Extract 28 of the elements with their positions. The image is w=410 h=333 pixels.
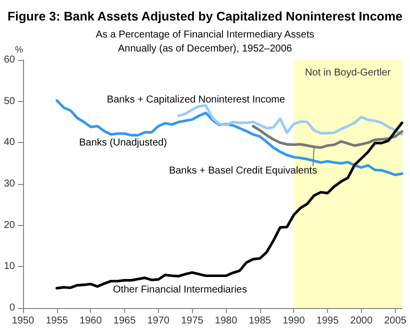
y-tick-label: 60 — [4, 54, 16, 66]
x-tick-label: 1970 — [147, 316, 170, 326]
band-label: Not in Boyd-Gertler — [305, 68, 392, 78]
legend-label: Banks + Basel Credit Equivalents — [168, 166, 318, 176]
x-tick-label: 1995 — [316, 316, 340, 326]
y-tick-label: 0 — [9, 302, 16, 314]
x-tick-label: 1960 — [80, 316, 102, 326]
chart-subtitle: As a Percentage of Financial Intermediary Assets Annually (as of December), 1952–2006 — [96, 30, 314, 54]
y-tick-label: 10 — [4, 261, 16, 272]
y-tick-label: 20 — [4, 220, 16, 231]
x-tick-label: 1990 — [282, 316, 306, 326]
x-tick-label: 1980 — [214, 316, 238, 326]
y-tick-label: 40 — [4, 137, 16, 148]
x-tick-label: 1975 — [181, 316, 204, 326]
chart-title: Figure 3: Bank Assets Adjusted by Capitalized Noninterest Income — [8, 10, 403, 24]
series-label: Banks (Unadjusted) — [79, 138, 167, 148]
x-tick-label: 2000 — [350, 316, 373, 326]
x-tick-label: 1965 — [113, 316, 136, 326]
y-axis-title: % — [14, 44, 23, 54]
line-series — [177, 104, 404, 136]
x-tick-label: 1950 — [12, 316, 35, 326]
x-tick-label: 2005 — [384, 316, 407, 326]
x-tick-label: 1985 — [248, 316, 272, 326]
series-label: Banks + Capitalized Noninterest Income — [106, 94, 286, 106]
x-tick-label: 1955 — [46, 316, 68, 326]
y-tick-label: 30 — [4, 178, 16, 190]
y-tick-label: 50 — [4, 96, 16, 107]
series-label: Other Financial Intermediaries — [113, 284, 247, 296]
